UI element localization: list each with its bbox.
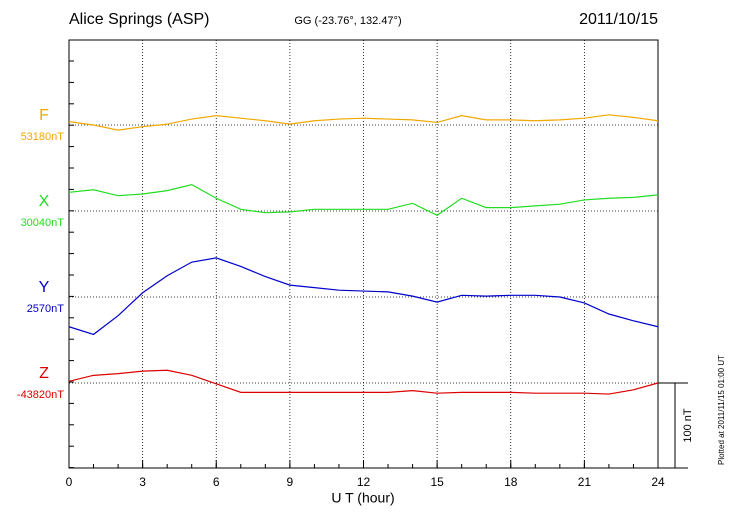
- chart-date: 2011/10/15: [579, 11, 658, 28]
- x-axis-label: U T (hour): [331, 490, 394, 506]
- series-name: Z: [39, 365, 49, 382]
- x-tick-label: 24: [651, 475, 665, 489]
- series-baseline-label: -43820nT: [17, 389, 64, 401]
- series-line: [68, 369, 659, 395]
- x-tick-label: 18: [504, 475, 518, 489]
- scale-bar-label: 100 nT: [682, 408, 694, 443]
- series-name: Y: [39, 279, 50, 296]
- chart-subtitle: GG (-23.76°, 132.47°): [294, 15, 401, 27]
- series-line: [68, 257, 659, 336]
- x-tick-label: 9: [287, 475, 294, 489]
- plot-note: Plotted at 2011/11/15 01:00 UT: [717, 355, 726, 465]
- series-line: [68, 184, 659, 216]
- x-tick-label: 3: [139, 475, 146, 489]
- x-tick-label: 21: [578, 475, 592, 489]
- x-tick-label: 6: [213, 475, 220, 489]
- series-name: F: [39, 107, 49, 124]
- x-tick-label: 15: [430, 475, 444, 489]
- series-name: X: [39, 193, 50, 210]
- series-baseline-label: 30040nT: [21, 217, 65, 229]
- chart-title: Alice Springs (ASP): [69, 11, 210, 28]
- series-baseline-label: 53180nT: [21, 131, 65, 143]
- x-tick-label: 0: [66, 475, 73, 489]
- series-baseline-label: 2570nT: [27, 303, 65, 315]
- series-line: [68, 114, 659, 131]
- x-tick-label: 12: [357, 475, 371, 489]
